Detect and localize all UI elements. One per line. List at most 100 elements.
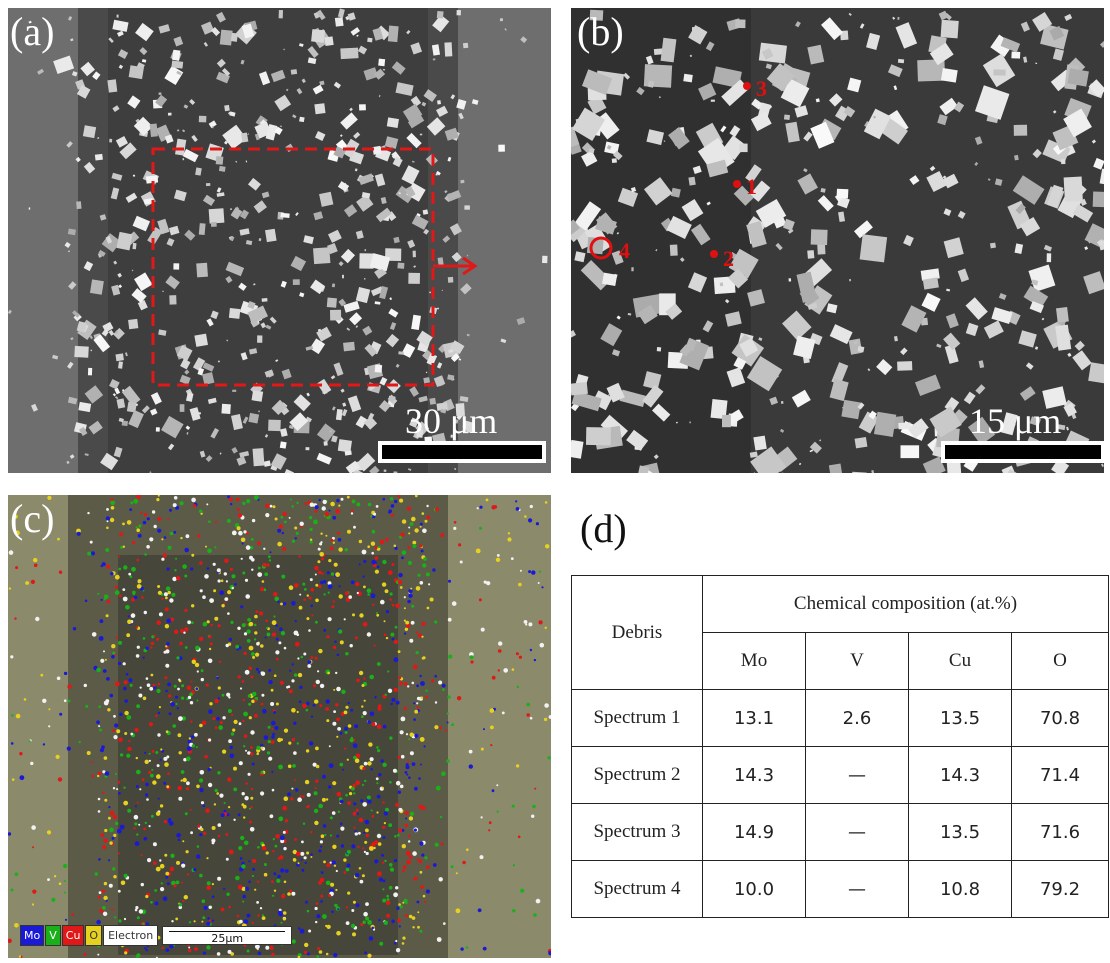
- eds-dot: [142, 922, 145, 926]
- debris-particle: [327, 242, 338, 255]
- eds-dot: [534, 787, 537, 790]
- debris-particle: [444, 190, 448, 194]
- eds-dot: [109, 517, 115, 523]
- debris-particle: [733, 185, 754, 206]
- eds-dot: [243, 651, 247, 656]
- eds-dot: [245, 531, 249, 535]
- debris-particle: [616, 315, 621, 320]
- eds-dot: [330, 538, 334, 542]
- eds-dot: [101, 562, 106, 567]
- debris-particle: [69, 454, 75, 459]
- debris-particle: [115, 353, 124, 362]
- debris-particle: [1020, 21, 1030, 32]
- eds-dot: [235, 875, 240, 881]
- debris-particle: [110, 187, 120, 200]
- eds-dot: [149, 537, 154, 542]
- debris-particle: [191, 134, 198, 142]
- eds-dot: [138, 693, 143, 698]
- eds-dot: [267, 740, 271, 744]
- eds-dot: [187, 695, 192, 700]
- debris-particle: [957, 268, 970, 283]
- debris-particle: [121, 388, 125, 392]
- debris-particle: [327, 229, 342, 243]
- eds-dot: [269, 504, 273, 508]
- debris-particle: [242, 416, 249, 424]
- eds-dot: [101, 745, 105, 749]
- eds-dot: [339, 640, 344, 645]
- debris-particle: [406, 30, 411, 35]
- eds-dot: [332, 600, 335, 603]
- eds-dot: [248, 702, 252, 706]
- debris-particle: [361, 192, 371, 199]
- eds-dot: [229, 753, 235, 759]
- debris-particle: [965, 322, 979, 337]
- eds-dot: [172, 503, 177, 508]
- eds-dot: [291, 738, 296, 742]
- debris-particle: [331, 283, 336, 288]
- eds-dot: [468, 749, 473, 754]
- eds-dot: [275, 702, 279, 706]
- eds-dot: [98, 858, 101, 861]
- eds-dot: [225, 580, 228, 583]
- eds-dot: [148, 825, 151, 828]
- eds-dot: [97, 797, 101, 801]
- eds-dot: [376, 662, 381, 666]
- debris-particle: [626, 429, 649, 451]
- eds-dot: [408, 914, 413, 919]
- eds-dot: [148, 759, 151, 762]
- eds-dot: [376, 794, 381, 799]
- eds-dot: [118, 737, 123, 742]
- eds-dot: [403, 596, 406, 599]
- eds-dot: [48, 725, 51, 728]
- debris-particle: [340, 248, 356, 264]
- eds-dot: [19, 775, 25, 781]
- eds-dot: [139, 788, 142, 791]
- debris-particle: [192, 357, 206, 372]
- debris-particle: [128, 65, 144, 80]
- eds-dot: [186, 756, 191, 762]
- eds-dot: [413, 702, 416, 705]
- debris-particle: [164, 65, 184, 86]
- eds-dot: [268, 668, 272, 672]
- eds-dot: [393, 657, 399, 663]
- debris-particle: [499, 18, 503, 22]
- eds-dot: [409, 811, 414, 816]
- marker-2: [710, 250, 718, 258]
- eds-dot: [201, 920, 204, 923]
- eds-dot: [229, 567, 233, 571]
- eds-dot: [238, 722, 242, 726]
- debris-particle: [164, 134, 174, 144]
- eds-dot: [264, 636, 267, 639]
- debris-particle: [1051, 458, 1070, 473]
- eds-dot: [275, 650, 280, 655]
- debris-particle: [642, 384, 664, 408]
- eds-dot: [324, 833, 327, 837]
- eds-dot: [356, 678, 360, 683]
- debris-particle: [374, 301, 381, 305]
- eds-dot: [389, 497, 394, 501]
- debris-particle: [585, 427, 611, 446]
- eds-dot: [236, 508, 240, 511]
- eds-dot: [478, 598, 482, 602]
- debris-particle: [359, 104, 366, 111]
- debris-particle: [940, 68, 958, 83]
- eds-dot: [328, 763, 334, 769]
- debris-particle: [1018, 330, 1037, 348]
- eds-dot: [163, 781, 167, 785]
- debris-particle: [98, 249, 106, 257]
- debris-particle: [317, 328, 322, 332]
- eds-dot: [349, 644, 353, 648]
- eds-dot: [325, 798, 329, 801]
- eds-dot: [111, 908, 114, 911]
- eds-dot: [248, 666, 252, 670]
- debris-particle: [636, 465, 650, 473]
- eds-dot: [425, 689, 428, 692]
- eds-dot: [98, 636, 104, 641]
- debris-particle: [196, 262, 208, 278]
- debris-particle: [88, 420, 103, 435]
- eds-dot: [106, 526, 109, 530]
- debris-particle: [30, 403, 38, 412]
- debris-particle: [226, 339, 229, 342]
- eds-dot: [511, 804, 515, 808]
- eds-dot: [419, 581, 424, 585]
